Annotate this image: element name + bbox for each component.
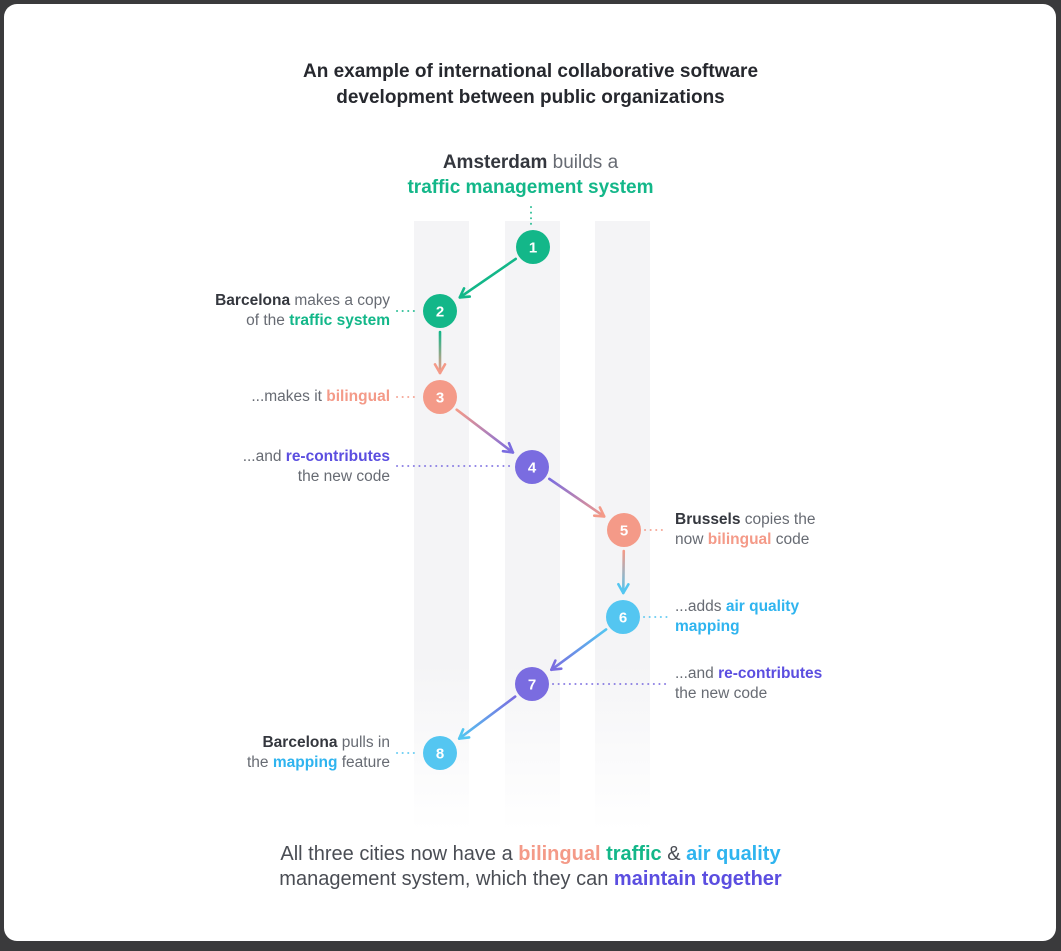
text-line: the new code: [675, 684, 822, 704]
step-node-5: 5: [607, 513, 641, 547]
text-segment: of the: [246, 312, 290, 329]
flow-arrow: [458, 257, 518, 299]
flow-arrow: [455, 408, 515, 454]
text-line: the mapping feature: [247, 753, 390, 773]
arrowhead: [592, 506, 606, 518]
step-number: 5: [620, 523, 628, 540]
text-segment: Brussels: [675, 511, 741, 528]
text-line: All three cities now have a bilingual tr…: [0, 842, 1061, 867]
label-brussels-copies: Brussels copies the now bilingual code: [675, 510, 815, 550]
text-line: Barcelona makes a copy: [215, 291, 390, 311]
text-segment: ...adds: [675, 598, 726, 615]
text-segment: ...makes it: [251, 388, 327, 405]
step-number: 1: [529, 240, 537, 257]
text-line: Brussels copies the: [675, 510, 815, 530]
text-line: ...makes it bilingual: [251, 387, 390, 407]
page-title-line2: development between public organizations: [336, 87, 725, 108]
step-node-1: 1: [516, 230, 550, 264]
arrowhead: [433, 363, 447, 375]
label-recontributes-left: ...and re-contributes the new code: [243, 447, 390, 487]
step-node-8: 8: [423, 736, 457, 770]
arrowhead: [617, 582, 630, 595]
text-segment: Amsterdam: [442, 152, 548, 173]
text-line: Amsterdam builds a: [0, 150, 1061, 175]
text-segment: air quality: [725, 598, 800, 615]
page-title: An example of international collaborativ…: [0, 59, 1061, 111]
text-segment: feature: [337, 754, 390, 771]
text-segment: All three cities now have a: [280, 843, 519, 865]
arrowhead: [550, 659, 563, 672]
text-segment: Barcelona: [262, 734, 338, 751]
text-segment: builds a: [547, 152, 619, 173]
text-segment: the new code: [297, 468, 390, 485]
step-number: 4: [528, 460, 537, 477]
text-line: management system, which they can mainta…: [0, 867, 1061, 892]
text-line: ...and re-contributes: [243, 447, 390, 467]
text-segment: makes a copy: [290, 292, 390, 309]
text-line: the new code: [243, 467, 390, 487]
text-segment: bilingual: [326, 388, 390, 405]
step-number: 6: [619, 610, 627, 627]
arrowhead: [458, 287, 472, 299]
text-segment: pulls in: [337, 734, 390, 751]
text-segment: bilingual: [518, 843, 601, 865]
text-segment: ...and: [675, 665, 719, 682]
label-barcelona-pulls: Barcelona pulls in the mapping feature: [247, 733, 390, 773]
text-segment: maintain together: [613, 868, 782, 890]
step-number: 8: [436, 746, 444, 763]
step-node-3: 3: [423, 380, 457, 414]
step-node-4: 4: [515, 450, 549, 484]
text-segment: copies the: [740, 511, 816, 528]
label-recontributes-right: ...and re-contributes the new code: [675, 664, 822, 704]
text-segment: the: [246, 754, 273, 771]
arrowhead: [501, 441, 515, 454]
label-adds-air-quality: ...adds air quality mapping: [675, 597, 799, 637]
text-segment: traffic system: [289, 312, 390, 329]
text-segment: re-contributes: [718, 665, 823, 682]
text-segment: Barcelona: [215, 292, 291, 309]
text-segment: &: [661, 843, 687, 865]
text-line: traffic management system: [0, 175, 1061, 200]
text-segment: air quality: [686, 843, 781, 865]
text-line: of the traffic system: [215, 311, 390, 331]
summary-text: All three cities now have a bilingual tr…: [0, 842, 1061, 892]
text-segment: mapping: [675, 618, 740, 635]
arrowhead: [457, 728, 471, 740]
step-number: 3: [436, 390, 444, 407]
text-line: ...and re-contributes: [675, 664, 822, 684]
step-node-7: 7: [515, 667, 549, 701]
label-makes-bilingual: ...makes it bilingual: [251, 387, 390, 407]
text-segment: mapping: [272, 754, 338, 771]
flow-arrow: [548, 477, 606, 518]
step-node-6: 6: [606, 600, 640, 634]
text-line: Barcelona pulls in: [247, 733, 390, 753]
text-line: ...adds air quality: [675, 597, 799, 617]
text-segment: management system, which they can: [279, 868, 614, 890]
text-segment: now: [675, 531, 708, 548]
text-segment: code: [771, 531, 810, 548]
timeline-lane: [505, 221, 560, 831]
flow-arrow: [550, 628, 608, 672]
text-segment: the new code: [675, 685, 768, 702]
label-amsterdam-builds: Amsterdam builds a traffic management sys…: [0, 150, 1061, 200]
text-line: mapping: [675, 617, 799, 637]
page-title-line1: An example of international collaborativ…: [302, 61, 759, 82]
text-segment: ...and: [242, 448, 286, 465]
text-segment: re-contributes: [285, 448, 390, 465]
text-line: now bilingual code: [675, 530, 815, 550]
text-segment: traffic management system: [407, 177, 654, 198]
flow-arrow: [457, 695, 517, 740]
step-node-2: 2: [423, 294, 457, 328]
label-barcelona-copy: Barcelona makes a copy of the traffic sys…: [215, 291, 390, 331]
step-number: 2: [436, 304, 444, 321]
text-segment: bilingual: [707, 531, 772, 548]
text-segment: traffic: [606, 843, 662, 865]
step-number: 7: [528, 677, 536, 694]
